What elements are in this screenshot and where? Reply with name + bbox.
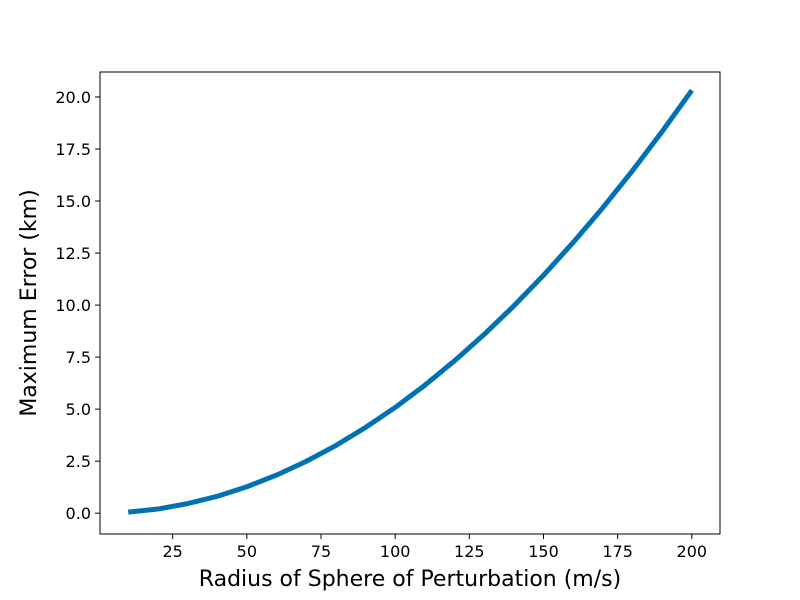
y-tick-label: 2.5: [66, 452, 91, 471]
series-line: [127, 88, 694, 515]
x-axis-label: Radius of Sphere of Perturbation (m/s): [199, 567, 621, 592]
y-tick-label: 15.0: [55, 192, 91, 211]
y-tick-label: 12.5: [55, 244, 91, 263]
x-tick-label: 100: [380, 542, 411, 561]
x-tick-label: 150: [528, 542, 559, 561]
x-tick-label: 200: [677, 542, 708, 561]
x-axis-ticks: 25 50 75 100 125 150 175 200: [162, 534, 707, 561]
y-tick-label: 5.0: [66, 400, 91, 419]
x-tick-label: 25: [162, 542, 182, 561]
plot-frame: [99, 71, 721, 535]
x-tick-label: 50: [237, 542, 257, 561]
y-tick-label: 7.5: [66, 348, 91, 367]
x-tick-label: 75: [311, 542, 331, 561]
x-tick-label: 175: [602, 542, 633, 561]
y-tick-label: 10.0: [55, 296, 91, 315]
y-tick-label: 0.0: [66, 504, 91, 523]
series-layer: [127, 88, 694, 515]
x-tick-label: 125: [454, 542, 485, 561]
y-axis-label: Maximum Error (km): [17, 189, 42, 416]
y-tick-label: 17.5: [55, 140, 91, 159]
y-axis-ticks: 0.0 2.5 5.0 7.5 10.0 12.5 15.0 17.5 20.0: [55, 88, 100, 523]
y-tick-label: 20.0: [55, 88, 91, 107]
plot-area: [100, 72, 720, 534]
